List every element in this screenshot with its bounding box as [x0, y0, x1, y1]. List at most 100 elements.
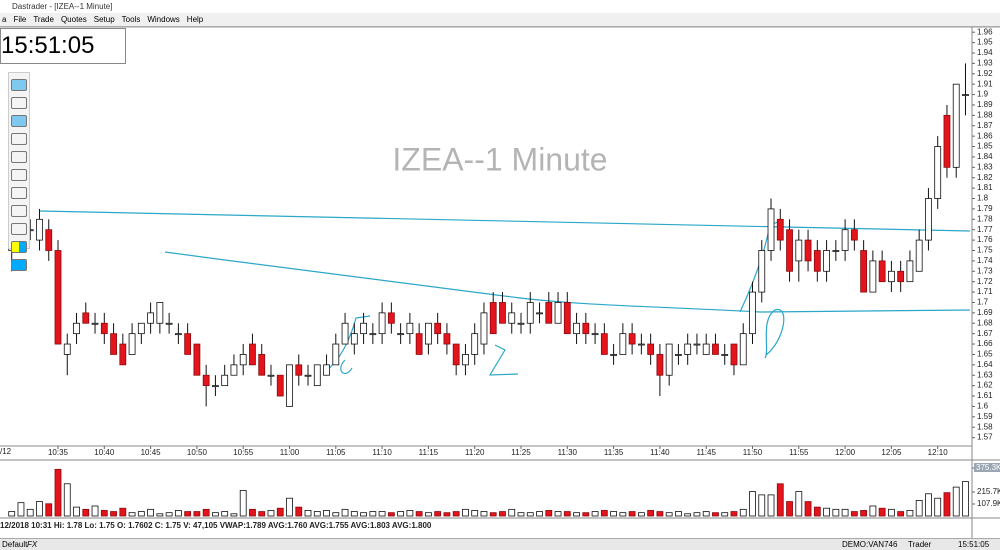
candle-body	[415, 333, 423, 355]
volume-bar	[137, 511, 145, 517]
y-tick-label: 1.68	[977, 318, 993, 327]
candle-body	[925, 198, 932, 241]
volume-bar	[36, 501, 43, 517]
tool-button[interactable]	[11, 79, 27, 91]
menu-item[interactable]: Quotes	[60, 15, 87, 24]
tool-button[interactable]	[11, 115, 27, 127]
y-tick-label: 1.63	[977, 370, 993, 379]
menu-item[interactable]: File	[13, 15, 27, 24]
volume-bar	[193, 511, 201, 517]
candle-body	[397, 333, 405, 336]
y-tick-label: 1.87	[977, 121, 993, 130]
volume-bar	[100, 510, 108, 517]
candle-body	[434, 322, 442, 335]
candle-body	[341, 322, 349, 345]
candle-body	[591, 333, 599, 336]
chart: IZEA--1 Minute /12 12/2018 10:31 Hi: 1.7…	[0, 26, 1000, 538]
hand-drawing	[488, 344, 519, 376]
trend-line	[164, 251, 971, 313]
y-tick-label: 1.79	[977, 204, 993, 213]
menu-item[interactable]: a	[2, 15, 7, 24]
volume-bar	[712, 512, 719, 517]
candle-body	[897, 270, 905, 283]
volume-bar	[647, 510, 655, 517]
x-tick-label: 11:55	[789, 448, 809, 457]
volume-bar	[424, 512, 432, 517]
y-tick-label: 1.82	[977, 173, 993, 182]
x-tick-label: 11:25	[511, 448, 531, 457]
y-tick-label: 1.75	[977, 246, 993, 255]
menu-item[interactable]: Tools	[121, 15, 141, 24]
volume-bar	[962, 481, 969, 517]
y-tick-label: 1.94	[977, 48, 993, 57]
candle-body	[406, 322, 414, 335]
tool-button[interactable]	[11, 187, 27, 199]
candle-body	[45, 229, 53, 251]
candle-body	[508, 312, 516, 324]
candle-body	[952, 83, 960, 168]
y-tick-label: 1.96	[977, 27, 993, 36]
volume-bar	[415, 511, 423, 517]
title-bar: Dastrader - [IZEA--1 Minute]	[0, 0, 1000, 13]
candle-body	[776, 218, 784, 241]
current-volume-label: 375.3K	[976, 463, 1000, 472]
menu-item[interactable]: Help	[186, 15, 204, 24]
y-tick-label: 1.71	[977, 287, 993, 296]
candle-body	[850, 229, 858, 241]
y-tick-label: 1.88	[977, 110, 993, 119]
candle-body	[758, 250, 766, 293]
menu-item[interactable]: Trade	[33, 15, 54, 24]
tool-button[interactable]	[11, 205, 27, 217]
y-tick-label: 1.89	[977, 100, 993, 109]
tool-button[interactable]	[11, 169, 27, 181]
tool-button[interactable]	[11, 97, 27, 109]
menu-item[interactable]: Setup	[93, 15, 115, 24]
volume-bar	[82, 508, 90, 517]
y-tick-label: 1.76	[977, 235, 993, 244]
tool-button[interactable]	[11, 223, 27, 235]
volume-bar	[545, 510, 553, 517]
candle-body	[230, 364, 238, 376]
candle-body	[304, 374, 312, 377]
candle-body	[554, 302, 562, 324]
volume-bar	[749, 491, 756, 517]
candle-body	[888, 270, 895, 283]
volume-bar	[341, 508, 349, 517]
tool-button[interactable]	[11, 133, 27, 145]
volume-bar	[230, 513, 238, 517]
volume-bar	[110, 511, 117, 517]
volume-bar	[730, 511, 738, 517]
tool-button[interactable]	[11, 151, 27, 163]
candle-body	[165, 322, 173, 325]
tool-button[interactable]	[11, 241, 27, 253]
volume-bar	[786, 501, 793, 517]
window-title: Dastrader - [IZEA--1 Minute]	[12, 2, 113, 11]
candle-body	[267, 374, 275, 377]
mode: Trader	[908, 540, 932, 549]
y-tick-label: 1.93	[977, 58, 993, 67]
candle-body	[637, 343, 645, 346]
candle-body	[702, 343, 710, 355]
x-tick-label: 10:55	[233, 448, 254, 457]
candle-body	[54, 250, 62, 345]
volume-bar	[369, 511, 377, 517]
x-tick-label: 11:50	[743, 448, 763, 457]
volume-bar	[665, 512, 673, 517]
x-tick-label: 10:35	[48, 448, 69, 457]
candle-body	[137, 322, 145, 335]
volume-bar	[397, 511, 405, 517]
volume-bar	[526, 512, 534, 517]
volume-bar	[554, 511, 562, 517]
candle-body	[462, 354, 469, 366]
menu-item[interactable]: Windows	[147, 15, 180, 24]
tool-button[interactable]	[11, 259, 27, 271]
candle-body	[156, 302, 164, 324]
tab[interactable]: FX	[27, 540, 38, 549]
tab[interactable]: Default	[2, 540, 28, 549]
candle-body	[276, 374, 284, 397]
y-tick-label: 1.85	[977, 142, 993, 151]
candle-body	[675, 354, 682, 356]
volume-bar	[91, 505, 99, 517]
volume-bar	[452, 511, 460, 517]
